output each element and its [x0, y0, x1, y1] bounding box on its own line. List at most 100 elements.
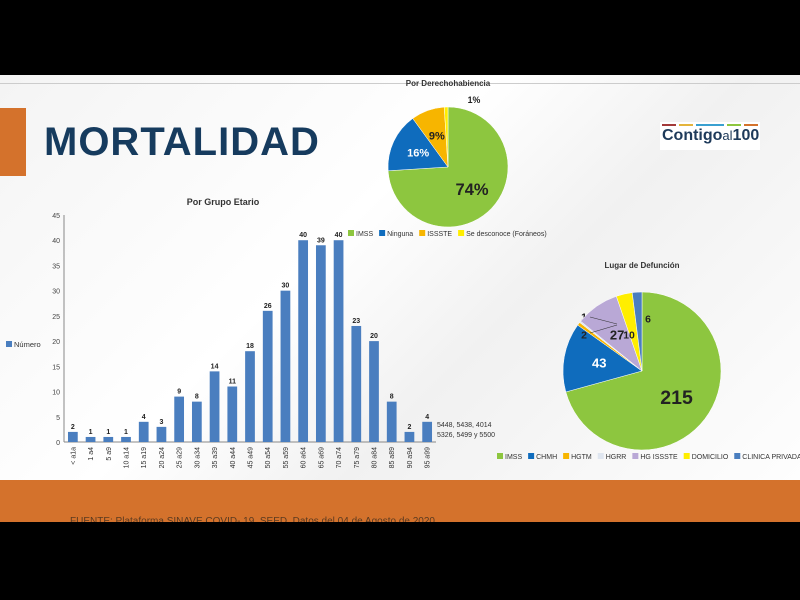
legend-label: HGTM	[571, 454, 592, 461]
y-tick-label: 5	[56, 415, 60, 422]
pie-value-label: 43	[592, 356, 606, 371]
x-tick-label: 90 a94	[407, 447, 414, 469]
legend-label: CHMH	[536, 454, 557, 461]
bar-value-label: 1	[124, 429, 128, 436]
logo: Contigoal100	[660, 122, 760, 150]
legend-label: HGRR	[606, 454, 627, 461]
bar-annotation: 5448, 5438, 4014	[437, 422, 492, 429]
x-tick-label: 15 a19	[141, 447, 148, 469]
legend-label: IMSS	[356, 231, 373, 238]
bar	[280, 290, 291, 442]
x-tick-label: 55 a59	[283, 447, 290, 469]
bar	[174, 396, 185, 442]
legend-swatch	[563, 453, 570, 459]
legend-swatch	[348, 230, 354, 236]
bar-value-label: 8	[195, 394, 199, 401]
pie-slice	[631, 291, 643, 372]
bar	[209, 371, 220, 442]
legend-swatch	[734, 453, 741, 459]
pie2-title: Lugar de Defunción	[604, 261, 679, 270]
legend-label: CLINICA PRIVADA	[742, 454, 800, 461]
x-tick-label: 20 a24	[159, 447, 166, 469]
y-tick-label: 30	[52, 289, 60, 296]
legend-swatch	[597, 453, 604, 459]
bar	[227, 386, 238, 442]
x-tick-label: 70 a74	[336, 447, 343, 469]
logo-text: al	[722, 128, 733, 143]
legend-swatch	[632, 453, 639, 459]
bar-value-label: 20	[370, 333, 378, 340]
pie-slice	[562, 324, 643, 393]
bar	[138, 421, 149, 442]
x-tick-label: 10 a14	[124, 447, 131, 469]
bar-annotation: 5326, 5499 y 5500	[437, 432, 495, 439]
bar-value-label: 3	[159, 419, 163, 426]
bar	[298, 240, 309, 442]
legend-swatch	[497, 453, 503, 459]
x-tick-label: 65 a69	[318, 447, 325, 469]
bar-legend-label: Número	[14, 340, 41, 349]
pie-value-label: 10	[623, 330, 635, 341]
x-tick-label: 40 a44	[230, 447, 237, 469]
legend-label: HG ISSSTE	[640, 454, 678, 461]
pie-slice	[387, 118, 449, 172]
bar-value-label: 2	[71, 424, 75, 431]
pie-value-label: 27	[610, 328, 624, 343]
bar-value-label: 23	[352, 318, 360, 325]
bar	[333, 240, 344, 442]
legend-swatch	[419, 230, 426, 236]
legend-swatch	[6, 341, 12, 347]
pie-value-label: 1%	[468, 95, 481, 105]
bar-chart-title: Por Grupo Etario	[187, 197, 260, 207]
bar-value-label: 1	[106, 429, 110, 436]
y-tick-label: 20	[52, 339, 60, 346]
bar-value-label: 40	[299, 232, 307, 239]
pie-value-label: 74%	[456, 181, 489, 199]
bar-value-label: 18	[246, 343, 254, 350]
bar	[386, 401, 397, 442]
x-tick-label: < a1a	[70, 447, 77, 465]
y-tick-label: 0	[56, 440, 60, 447]
bar	[191, 401, 202, 442]
leader-line	[589, 316, 618, 325]
y-tick-label: 35	[52, 263, 60, 270]
legend-label: Se desconoce (Foráneos)	[466, 231, 547, 238]
source-note: FUENTE: Plataforma SINAVE COVID- 19. SEE…	[70, 516, 435, 522]
bar	[404, 431, 415, 442]
bar	[262, 310, 273, 442]
bar	[103, 436, 114, 442]
y-tick-label: 45	[52, 213, 60, 220]
bar-value-label: 2	[407, 424, 411, 431]
pie-value-label: 215	[660, 387, 693, 409]
x-tick-label: 80 a84	[372, 447, 379, 469]
legend-swatch	[528, 453, 535, 459]
y-tick-label: 40	[52, 238, 60, 245]
logo-text: Contigo	[662, 127, 723, 144]
bar-value-label: 39	[317, 237, 325, 244]
pie-value-label: 2	[581, 330, 587, 341]
bar-value-label: 4	[142, 414, 146, 421]
legend-swatch	[379, 230, 386, 236]
page-title: MORTALIDAD	[44, 120, 320, 164]
x-tick-label: 75 a79	[354, 447, 361, 469]
x-tick-label: 30 a34	[194, 447, 201, 469]
bar-value-label: 14	[211, 363, 219, 370]
logo-text: 100	[732, 127, 760, 144]
bar	[422, 421, 433, 442]
bar	[156, 426, 167, 442]
bar	[245, 351, 255, 442]
x-tick-label: 25 a29	[177, 447, 184, 469]
x-tick-label: 60 a64	[301, 447, 308, 469]
bar	[351, 325, 362, 442]
y-tick-label: 25	[52, 314, 60, 321]
y-tick-label: 10	[52, 390, 60, 397]
bar	[369, 341, 379, 442]
x-tick-label: 95 a99	[425, 447, 432, 469]
bar	[315, 245, 326, 442]
legend-swatch	[683, 453, 690, 459]
pie-value-label: 16%	[407, 148, 429, 160]
legend-label: Ninguna	[387, 231, 413, 238]
bar	[67, 431, 78, 442]
x-tick-label: 45 a49	[248, 447, 255, 469]
